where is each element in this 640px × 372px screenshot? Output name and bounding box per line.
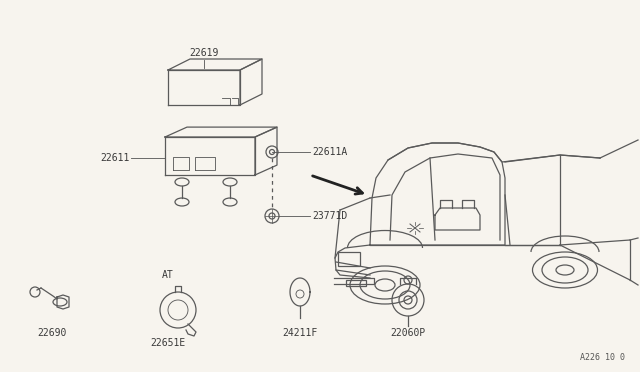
Text: AT: AT (162, 270, 174, 280)
Text: 22060P: 22060P (390, 328, 426, 338)
Bar (346, 280, 366, 286)
Text: 22611: 22611 (100, 153, 130, 163)
Text: 22611A: 22611A (312, 147, 348, 157)
Text: 22651E: 22651E (150, 338, 186, 348)
Text: 22690: 22690 (37, 328, 67, 338)
Text: A226 10 0: A226 10 0 (580, 353, 625, 362)
Text: 23771D: 23771D (312, 211, 348, 221)
Text: 24211F: 24211F (282, 328, 317, 338)
Text: 22619: 22619 (189, 48, 219, 58)
Bar (338, 252, 360, 266)
